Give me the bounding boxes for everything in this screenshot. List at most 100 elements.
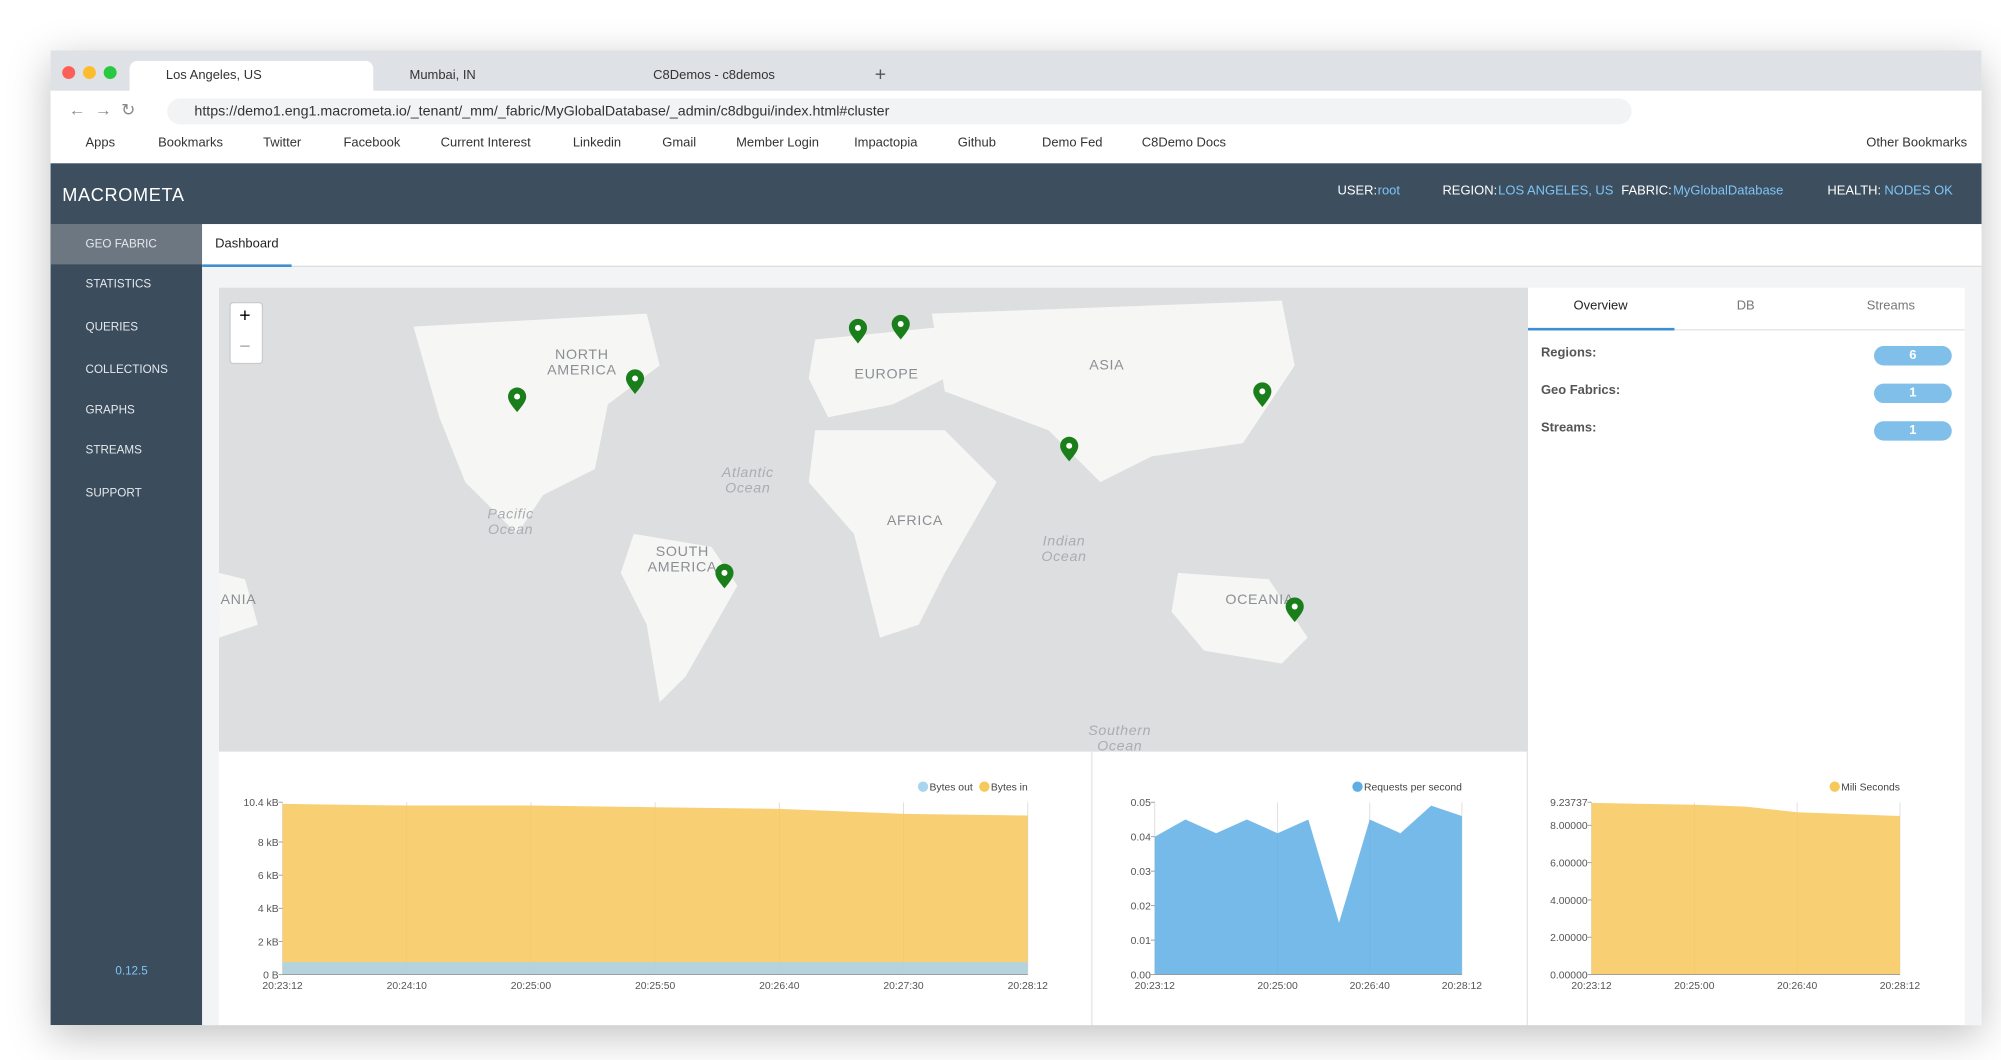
- zoom-out[interactable]: −: [239, 335, 251, 358]
- pin-dot: [514, 393, 521, 400]
- map-pin: [715, 563, 734, 589]
- fabric-label: FABRIC:: [1621, 184, 1672, 199]
- sidebar-item[interactable]: STATISTICS: [85, 277, 152, 291]
- map-pin: [891, 314, 910, 340]
- health[interactable]: NODES OK: [1884, 184, 1953, 199]
- sidebar-item[interactable]: GRAPHS: [85, 403, 135, 417]
- region[interactable]: LOS ANGELES, US: [1498, 184, 1614, 199]
- sidebar-item[interactable]: QUERIES: [85, 320, 139, 334]
- bookmark[interactable]: Gmail: [662, 136, 697, 151]
- area: [282, 962, 1028, 975]
- y-tick-label: 0.00: [1131, 970, 1151, 981]
- map-label: SOUTH AMERICA: [647, 544, 718, 576]
- x-tick-label: 20:23:12: [1135, 981, 1176, 992]
- browser-tab[interactable]: Mumbai, IN: [409, 68, 476, 83]
- nav-buttons: ← → ↻: [68, 99, 136, 120]
- y-tick-label: 0.01: [1131, 936, 1151, 947]
- y-tick-label: 2.00000: [1550, 933, 1588, 944]
- pin-dot: [1291, 603, 1298, 610]
- y-tick-label: 4.00000: [1550, 896, 1588, 907]
- other-bookmarks[interactable]: Other Bookmarks: [1866, 136, 1968, 151]
- y-tick-label: 6.00000: [1550, 859, 1588, 870]
- legend-swatch: [1352, 781, 1363, 792]
- sidebar-item[interactable]: COLLECTIONS: [85, 362, 168, 376]
- bookmark[interactable]: Member Login: [736, 136, 819, 151]
- bookmark[interactable]: Demo Fed: [1041, 136, 1103, 151]
- overview-tab[interactable]: Overview: [1573, 299, 1628, 314]
- new-tab[interactable]: +: [874, 63, 887, 86]
- browser-tab[interactable]: C8Demos - c8demos: [653, 68, 775, 83]
- user[interactable]: root: [1377, 184, 1400, 199]
- app-header: [50, 163, 1982, 225]
- user-label: USER:: [1337, 184, 1378, 199]
- sidebar-item[interactable]: SUPPORT: [85, 486, 142, 499]
- y-tick-label: 0.02: [1131, 902, 1151, 913]
- bookmark[interactable]: Linkedin: [572, 136, 622, 151]
- url[interactable]: https://demo1.eng1.macrometa.io/_tenant/…: [194, 103, 890, 120]
- y-tick-label: 0 B: [263, 970, 279, 981]
- area: [1591, 802, 1900, 975]
- x-tick-label: 20:24:10: [387, 981, 428, 992]
- legend-swatch: [1829, 781, 1840, 792]
- bookmark[interactable]: Github: [957, 136, 996, 151]
- browser-tab[interactable]: Los Angeles, US: [129, 60, 374, 93]
- overview-tab[interactable]: Streams: [1866, 299, 1915, 314]
- x-tick-label: 20:28:12: [1008, 981, 1049, 992]
- sidebar-item[interactable]: GEO FABRIC: [50, 224, 203, 265]
- map-pin: [1285, 597, 1304, 623]
- x-tick-label: 20:28:12: [1880, 981, 1921, 992]
- bookmark[interactable]: Bookmarks: [158, 136, 223, 151]
- x-tick-label: 20:25:00: [1674, 981, 1715, 992]
- bookmark[interactable]: Apps: [85, 136, 116, 151]
- stat-label: Geo Fabrics:: [1540, 383, 1621, 398]
- sidebar: [50, 224, 203, 1026]
- map-pin: [1060, 436, 1079, 462]
- x-tick-label: 20:27:30: [883, 981, 924, 992]
- stat-value: 1: [1874, 383, 1952, 404]
- sidebar-item[interactable]: STREAMS: [85, 443, 142, 457]
- legend-label: Requests per second: [1364, 783, 1462, 794]
- bookmark[interactable]: Twitter: [263, 136, 302, 151]
- map-label: EUROPE: [854, 366, 919, 383]
- legend-label: Mili Seconds: [1841, 783, 1900, 794]
- map-land: [219, 300, 1308, 703]
- region-label: REGION:: [1442, 184, 1498, 199]
- x-tick-label: 20:25:00: [1257, 981, 1298, 992]
- y-tick-label: 0.03: [1131, 867, 1151, 878]
- dashboard-tab[interactable]: Dashboard: [202, 224, 292, 267]
- bookmark[interactable]: Facebook: [343, 136, 401, 151]
- bookmark[interactable]: C8Demo Docs: [1141, 136, 1227, 151]
- y-tick-label: 6 kB: [258, 871, 279, 882]
- y-tick-label: 0.04: [1131, 833, 1151, 844]
- divider: [1527, 329, 1965, 331]
- map-label: AFRICA: [886, 513, 944, 529]
- close-button[interactable]: [62, 66, 76, 80]
- legend-label: Bytes in: [991, 783, 1028, 794]
- map-label: NORTH AMERICA: [547, 347, 617, 379]
- legend-label: Bytes out: [930, 783, 973, 794]
- version: 0.12.5: [115, 964, 148, 978]
- stat-label: Streams:: [1540, 421, 1597, 436]
- x-tick-label: 20:23:12: [1571, 981, 1612, 992]
- fabric[interactable]: MyGlobalDatabase: [1673, 184, 1784, 199]
- overview-tab[interactable]: DB: [1736, 299, 1755, 314]
- maximize-button[interactable]: [103, 66, 117, 80]
- minimize-button[interactable]: [82, 66, 96, 80]
- bookmark[interactable]: Current Interest: [440, 136, 531, 151]
- map-label: ASIA: [1089, 357, 1125, 374]
- area: [282, 803, 1028, 975]
- omnibox[interactable]: [167, 98, 1632, 125]
- map-label: Atlantic Ocean: [721, 465, 774, 497]
- logo[interactable]: MACROMETA: [62, 184, 185, 205]
- map-pin: [625, 369, 645, 394]
- active-tab-indicator: [1527, 327, 1675, 331]
- map: [219, 287, 1528, 752]
- y-tick-label: 10.4 kB: [243, 798, 278, 809]
- zoom-in[interactable]: +: [239, 304, 251, 327]
- map-label: Pacific Ocean: [487, 506, 534, 538]
- y-tick-label: 2 kB: [258, 937, 279, 948]
- x-tick-label: 20:26:40: [1350, 981, 1391, 992]
- bookmark[interactable]: Impactopia: [854, 136, 918, 151]
